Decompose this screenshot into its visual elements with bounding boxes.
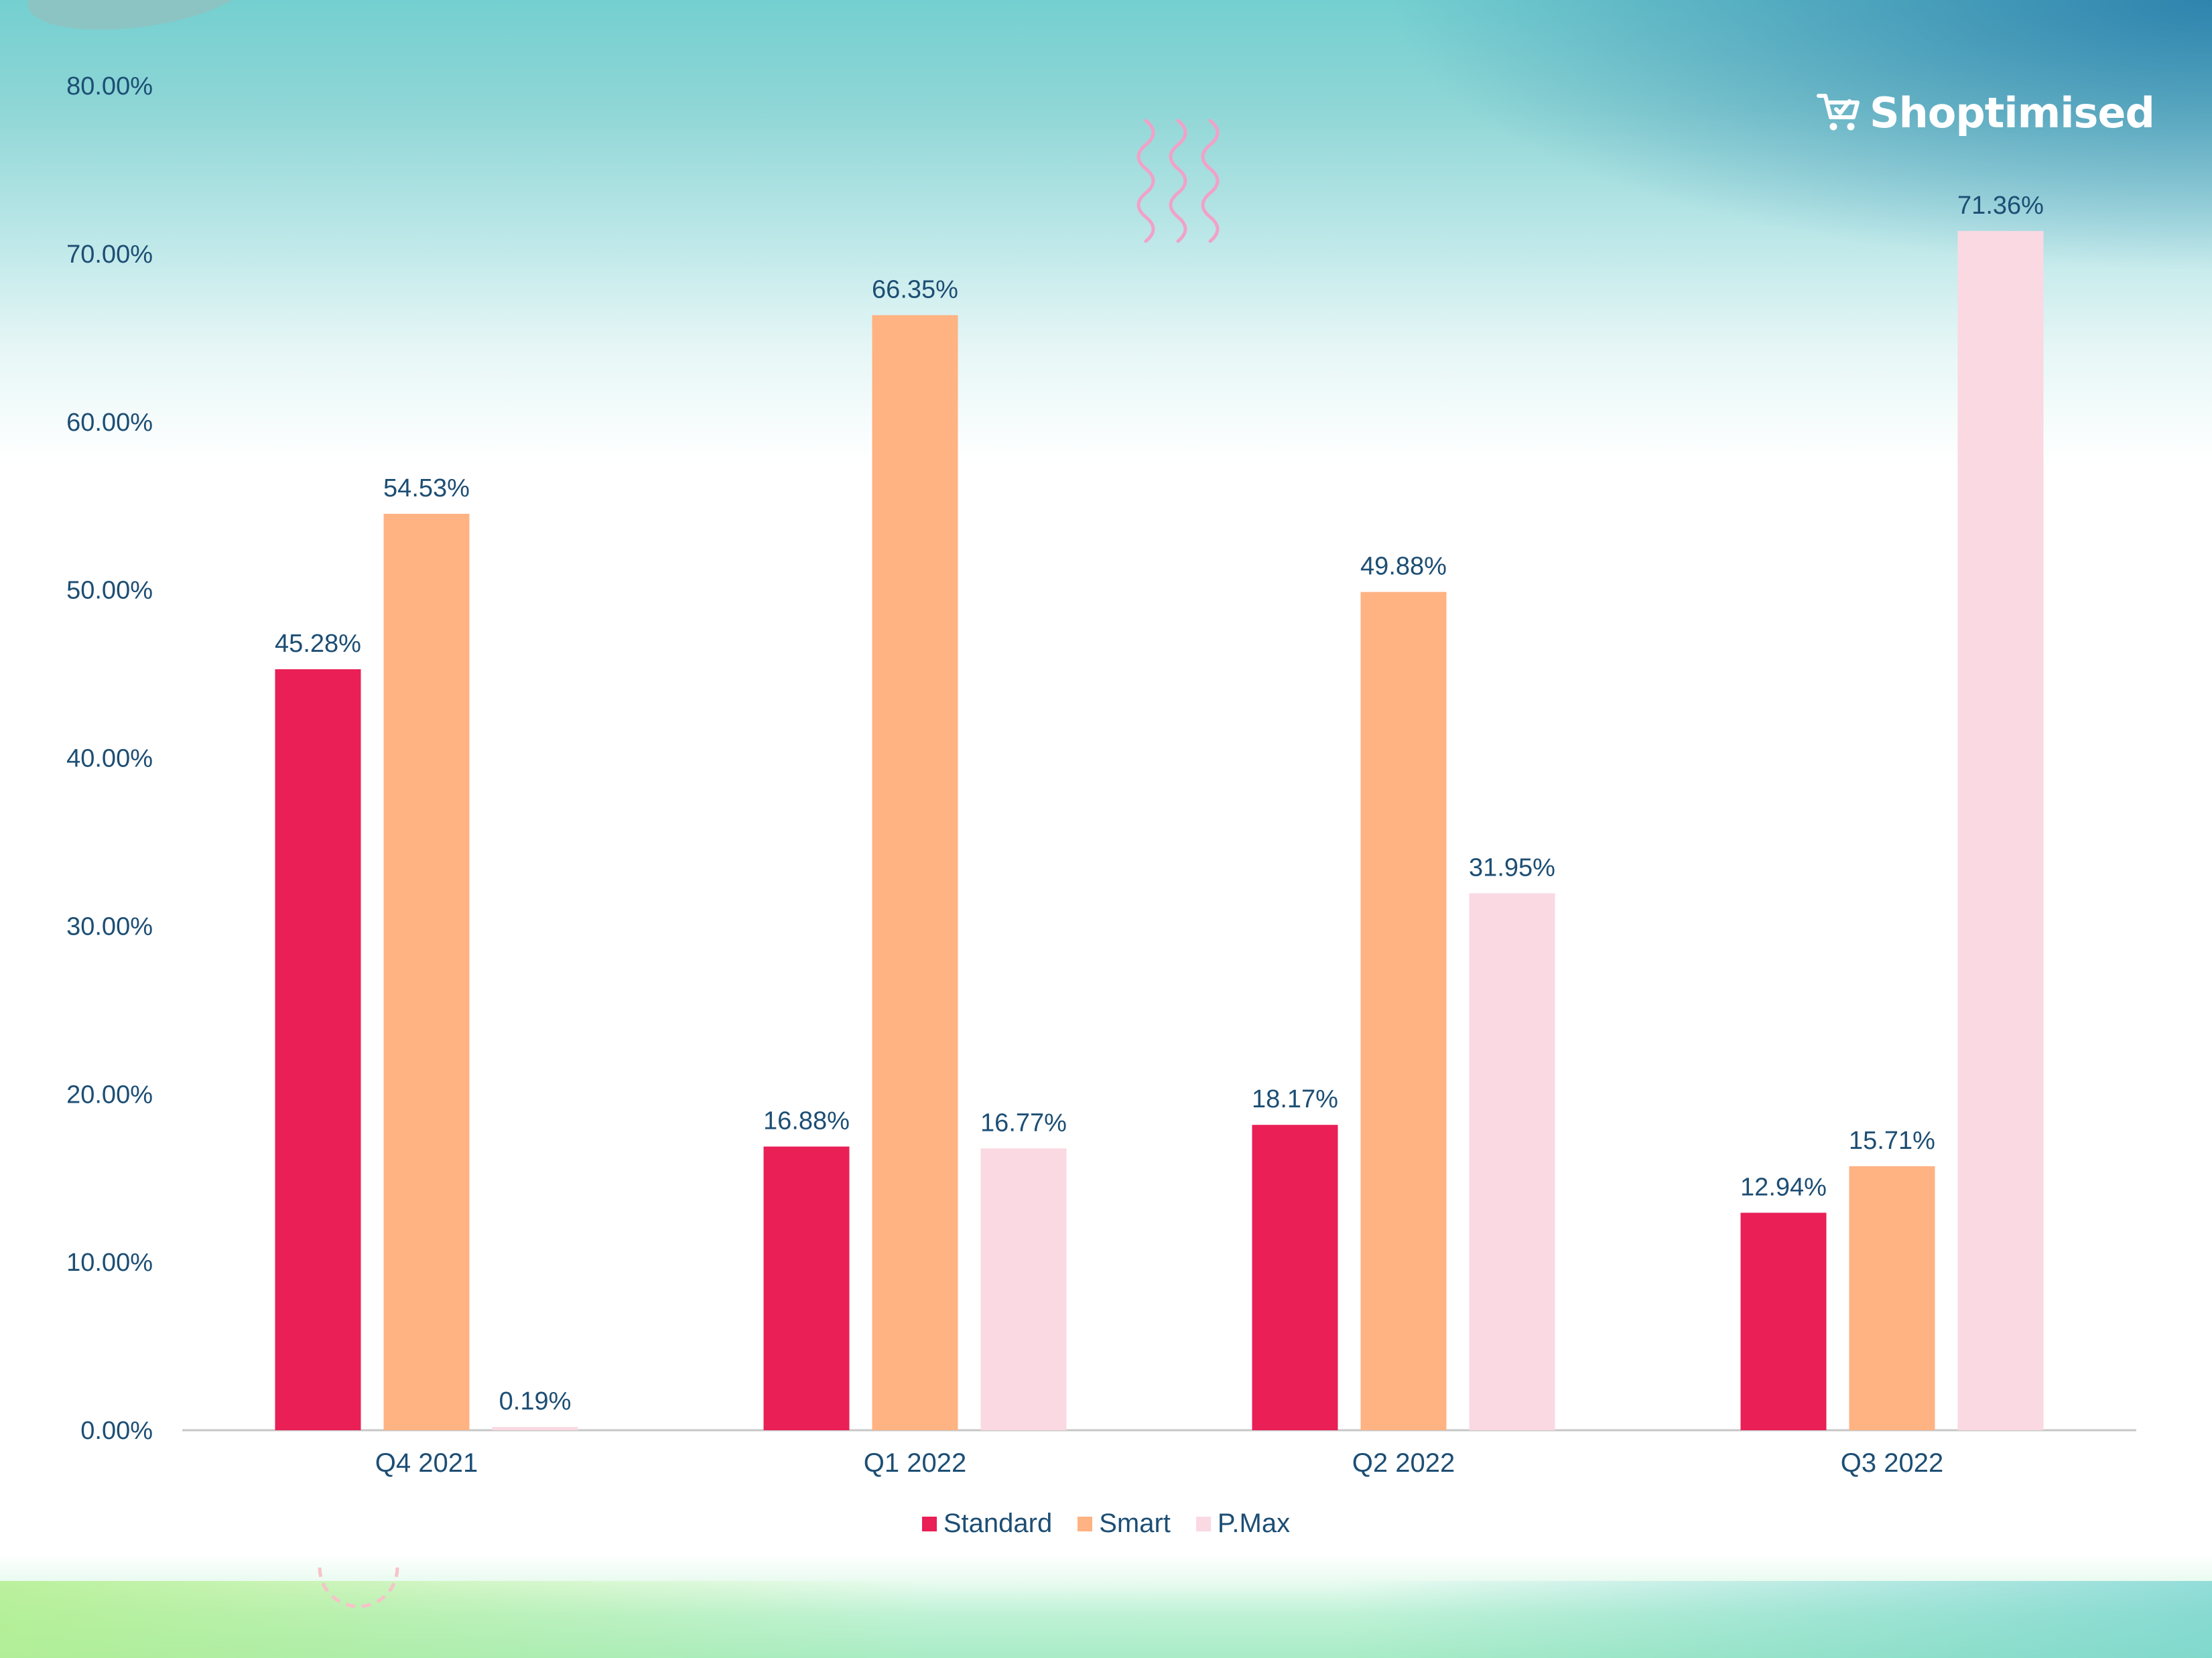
y-tick-label: 40.00% bbox=[66, 745, 153, 773]
data-label: 16.77% bbox=[980, 1109, 1067, 1137]
data-labels: 45.28% 54.53% 0.19% 16.88% 66.35% 16.77% 18.17… bbox=[275, 192, 2044, 1415]
brand-logo: Shoptimised bbox=[1816, 86, 2155, 139]
y-axis: 0.00% 10.00% 20.00% 30.00% 40.00% 50.00% 60.00… bbox=[66, 72, 153, 1445]
bar-smart-q3-2022 bbox=[1849, 1166, 1935, 1430]
decorative-dashed-arc bbox=[318, 1567, 399, 1608]
decorative-squiggles bbox=[1136, 119, 1220, 243]
legend-swatch bbox=[921, 1516, 937, 1531]
y-tick-label: 80.00% bbox=[66, 72, 153, 100]
data-label: 71.36% bbox=[1957, 192, 2044, 220]
bar-pmax-q2-2022 bbox=[1469, 893, 1555, 1430]
data-label: 12.94% bbox=[1740, 1173, 1827, 1201]
x-axis: Q4 2021 Q1 2022 Q2 2022 Q3 2022 bbox=[375, 1448, 1943, 1478]
bar-smart-q2-2022 bbox=[1360, 592, 1447, 1430]
x-tick-label: Q2 2022 bbox=[1352, 1448, 1455, 1478]
legend-swatch bbox=[1078, 1516, 1093, 1531]
legend-swatch bbox=[1195, 1516, 1211, 1531]
y-tick-label: 70.00% bbox=[66, 240, 153, 269]
bar-standard-q2-2022 bbox=[1252, 1125, 1338, 1430]
data-label: 18.17% bbox=[1252, 1085, 1338, 1113]
y-tick-label: 30.00% bbox=[66, 912, 153, 941]
brand-name: Shoptimised bbox=[1870, 88, 2155, 137]
data-label: 54.53% bbox=[383, 474, 470, 502]
x-tick-label: Q3 2022 bbox=[1841, 1448, 1943, 1478]
data-label: 0.19% bbox=[499, 1387, 572, 1415]
data-label: 31.95% bbox=[1469, 853, 1555, 882]
bar-smart-q1-2022 bbox=[872, 315, 958, 1431]
bar-pmax-q4-2021 bbox=[492, 1427, 578, 1430]
legend-item: Smart bbox=[1078, 1509, 1171, 1539]
bar-smart-q4-2021 bbox=[383, 513, 470, 1430]
y-tick-label: 0.00% bbox=[80, 1417, 153, 1445]
legend-label: P.Max bbox=[1217, 1509, 1291, 1538]
data-label: 16.88% bbox=[763, 1107, 850, 1135]
data-label: 15.71% bbox=[1849, 1127, 1935, 1155]
legend-label: Standard bbox=[943, 1509, 1053, 1538]
x-tick-label: Q4 2021 bbox=[375, 1448, 478, 1478]
y-tick-label: 20.00% bbox=[66, 1081, 153, 1109]
bar-standard-q1-2022 bbox=[763, 1146, 850, 1430]
background-top-gradient bbox=[0, 0, 2212, 482]
background-bottom-left-tint bbox=[0, 1581, 938, 1658]
legend-item: P.Max bbox=[1195, 1509, 1291, 1539]
bar-standard-q4-2021 bbox=[275, 669, 361, 1430]
bar-standard-q3-2022 bbox=[1740, 1213, 1827, 1430]
data-label: 49.88% bbox=[1360, 553, 1447, 581]
y-tick-label: 10.00% bbox=[66, 1249, 153, 1277]
y-tick-label: 50.00% bbox=[66, 577, 153, 605]
y-tick-label: 60.00% bbox=[66, 409, 153, 437]
bar-pmax-q3-2022 bbox=[1957, 230, 2044, 1431]
data-label: 66.35% bbox=[872, 275, 958, 303]
data-label: 45.28% bbox=[275, 630, 361, 658]
legend-label: Smart bbox=[1099, 1509, 1171, 1538]
x-tick-label: Q1 2022 bbox=[864, 1448, 966, 1478]
legend-item: Standard bbox=[921, 1509, 1053, 1539]
shopping-cart-icon bbox=[1817, 94, 1860, 131]
bar-pmax-q1-2022 bbox=[980, 1148, 1067, 1430]
chart-legend: Standard Smart P.Max bbox=[0, 1509, 2212, 1539]
background-bottom-right-tint bbox=[1341, 1581, 2212, 1658]
bars bbox=[275, 230, 2044, 1431]
